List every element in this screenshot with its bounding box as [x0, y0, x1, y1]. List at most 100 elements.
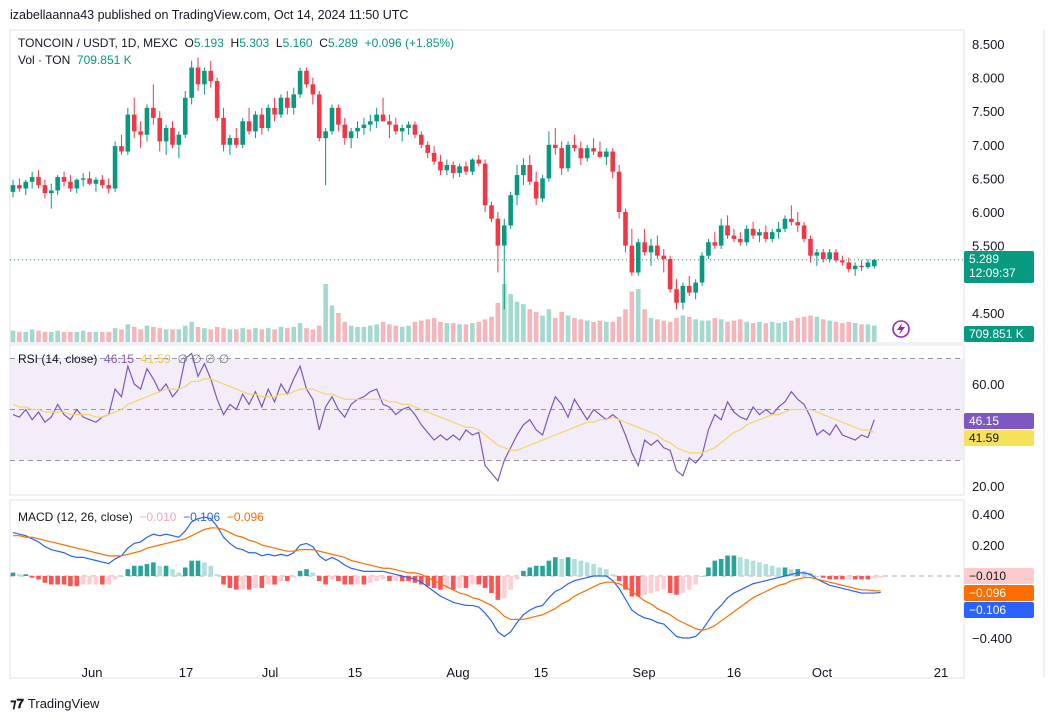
volume-bar — [36, 330, 41, 342]
candle-body — [438, 161, 443, 171]
candle-body — [795, 222, 801, 226]
date-tick-label: Sep — [632, 665, 655, 680]
open-label: O — [184, 36, 194, 50]
volume-bar — [304, 328, 309, 342]
volume-bar — [93, 331, 99, 342]
candle-body — [674, 289, 679, 303]
macd-histogram-bar — [119, 576, 124, 577]
candle-body — [246, 121, 252, 132]
macd-histogram-bar — [55, 576, 60, 585]
candle-body — [495, 218, 501, 246]
volume-bar — [265, 328, 271, 342]
volume-bar — [259, 329, 265, 342]
macd-histogram-bar — [782, 567, 788, 576]
macd-histogram-bar — [642, 576, 647, 595]
macd-histogram-bar — [661, 576, 667, 590]
volume-bar — [163, 329, 169, 342]
volume-bar — [29, 329, 35, 342]
volume-bar — [584, 320, 590, 342]
volume-bar — [291, 326, 297, 342]
candle-body — [291, 94, 297, 108]
volume-bar — [470, 323, 475, 342]
low-value: 5.160 — [282, 36, 313, 50]
macd-histogram-bar — [495, 576, 501, 600]
candle-body — [112, 146, 118, 189]
symbol-label[interactable]: TONCOIN / USDT, 1D, MEXC — [18, 36, 178, 50]
volume-bar — [144, 325, 150, 342]
candle-body — [635, 242, 641, 273]
macd-histogram-bar — [36, 576, 41, 580]
macd-pane — [9, 499, 965, 679]
macd-histogram-bar — [106, 576, 111, 585]
price-tick-label: 6.500 — [972, 171, 1005, 186]
macd-legend[interactable]: MACD (12, 26, close) −0.010 −0.106 −0.09… — [18, 510, 264, 524]
macd-histogram-bar — [221, 576, 226, 585]
rsi-ma-value: 41.59 — [140, 352, 171, 366]
volume-bar — [655, 319, 660, 342]
volume-bar — [591, 321, 596, 342]
candle-body — [253, 114, 258, 132]
macd-histogram-bar — [865, 576, 871, 580]
candle-body — [431, 152, 437, 162]
candle-body — [489, 205, 494, 219]
macd-histogram-bar — [42, 576, 48, 583]
candle-body — [738, 238, 743, 243]
candle-body — [285, 97, 290, 108]
ohlc-legend: TONCOIN / USDT, 1D, MEXC O5.193 H5.303 L… — [18, 36, 454, 50]
volume-bar — [846, 321, 852, 342]
tv-logo-text: TradingView — [27, 696, 100, 711]
volume-badge: 709.851 K — [964, 326, 1034, 342]
macd-line — [12, 516, 881, 639]
volume-bar — [559, 311, 564, 342]
rsi-legend[interactable]: RSI (14, close) 46.15 41.59 ∅ ∅ ∅ ∅ — [18, 352, 229, 366]
volume-bar — [629, 291, 635, 342]
macd-histogram-bar — [763, 564, 769, 576]
volume-bar — [48, 331, 54, 342]
candle-body — [361, 124, 367, 128]
date-tick-label: Jun — [82, 665, 103, 680]
macd-histogram-bar — [17, 574, 22, 576]
volume-bar — [297, 323, 303, 342]
volume-bar — [501, 284, 507, 342]
volume-bar — [68, 331, 73, 342]
macd-histogram-bar — [23, 574, 29, 576]
macd-histogram-bar — [610, 574, 616, 576]
candle-body — [782, 218, 788, 229]
volume-bar — [380, 321, 386, 342]
rsi-extra-values: ∅ ∅ ∅ ∅ — [177, 352, 230, 366]
bar-countdown: 12:09:37 — [969, 266, 1016, 280]
tradingview-logo[interactable]: ⁊𝟕 TradingView — [10, 696, 99, 712]
macd-histogram-bar — [604, 569, 609, 576]
volume-bar — [367, 325, 373, 342]
macd-histogram-bar — [833, 576, 839, 580]
volume-bar — [399, 326, 405, 342]
macd-histogram-bar — [438, 576, 443, 590]
macd-histogram-bar — [738, 557, 743, 576]
volume-bar — [572, 318, 577, 342]
macd-histogram-bar — [712, 560, 718, 576]
candle-body — [540, 178, 545, 199]
volume-bar — [750, 323, 756, 342]
macd-histogram-bar — [74, 576, 80, 587]
volume-bar — [693, 319, 698, 342]
candle-body — [521, 164, 526, 176]
candle-body — [399, 128, 405, 132]
volume-bar — [789, 320, 794, 342]
candle-body — [482, 163, 488, 206]
candle-body — [725, 225, 730, 236]
candle-body — [10, 185, 16, 192]
volume-bar — [157, 328, 163, 342]
volume-bar — [348, 325, 354, 342]
macd-histogram-bar — [272, 576, 277, 585]
price-badge: 5.289 12:09:37 — [964, 251, 1034, 283]
candle-body — [131, 114, 137, 132]
macd-histogram-bar — [546, 560, 552, 576]
volume-bar — [106, 331, 111, 342]
candle-body — [501, 225, 507, 246]
candle-body — [565, 144, 571, 169]
macd-histogram-bar — [367, 576, 373, 583]
volume-bar — [100, 331, 105, 342]
candle-body — [208, 70, 214, 81]
volume-bar — [214, 326, 220, 342]
